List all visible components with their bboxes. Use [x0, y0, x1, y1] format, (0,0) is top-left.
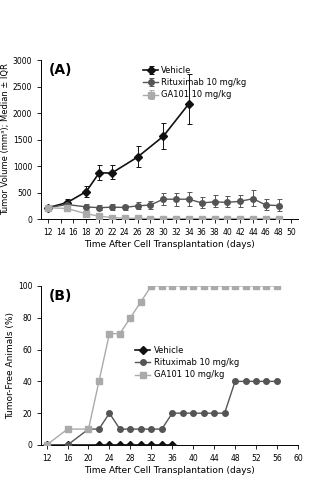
Rituximab 10 mg/kg — [149, 426, 153, 432]
Rituximab 10 mg/kg — [45, 442, 49, 448]
GA101 10 mg/kg — [275, 283, 279, 289]
Vehicle — [128, 442, 132, 448]
Rituximab 10 mg/kg — [233, 378, 237, 384]
Vehicle — [45, 442, 49, 448]
GA101 10 mg/kg — [244, 283, 248, 289]
Rituximab 10 mg/kg — [108, 410, 112, 416]
Rituximab 10 mg/kg — [139, 426, 143, 432]
Vehicle — [118, 442, 122, 448]
GA101 10 mg/kg — [233, 283, 237, 289]
GA101 10 mg/kg — [66, 426, 70, 432]
Legend: Vehicle, Rituximab 10 mg/kg, GA101 10 mg/kg: Vehicle, Rituximab 10 mg/kg, GA101 10 mg… — [135, 346, 239, 380]
Y-axis label: Tumor Volume (mm³); Median ± IQR: Tumor Volume (mm³); Median ± IQR — [1, 64, 10, 216]
Vehicle — [170, 442, 174, 448]
GA101 10 mg/kg — [160, 283, 164, 289]
GA101 10 mg/kg — [45, 442, 49, 448]
GA101 10 mg/kg — [212, 283, 216, 289]
Rituximab 10 mg/kg — [160, 426, 164, 432]
Rituximab 10 mg/kg — [181, 410, 185, 416]
Vehicle — [139, 442, 143, 448]
GA101 10 mg/kg — [128, 314, 132, 320]
Rituximab 10 mg/kg — [66, 442, 70, 448]
Rituximab 10 mg/kg — [254, 378, 258, 384]
GA101 10 mg/kg — [139, 299, 143, 305]
Vehicle — [149, 442, 153, 448]
Vehicle — [160, 442, 164, 448]
Rituximab 10 mg/kg — [97, 426, 101, 432]
Rituximab 10 mg/kg — [223, 410, 227, 416]
Line: Vehicle: Vehicle — [44, 442, 175, 448]
Legend: Vehicle, Rituximab 10 mg/kg, GA101 10 mg/kg: Vehicle, Rituximab 10 mg/kg, GA101 10 mg… — [143, 66, 247, 100]
Rituximab 10 mg/kg — [118, 426, 122, 432]
Rituximab 10 mg/kg — [212, 410, 216, 416]
GA101 10 mg/kg — [170, 283, 174, 289]
GA101 10 mg/kg — [223, 283, 227, 289]
Text: (A): (A) — [49, 63, 72, 77]
GA101 10 mg/kg — [97, 378, 101, 384]
Vehicle — [97, 442, 101, 448]
GA101 10 mg/kg — [264, 283, 268, 289]
Vehicle — [108, 442, 112, 448]
Line: Rituximab 10 mg/kg: Rituximab 10 mg/kg — [44, 378, 280, 448]
GA101 10 mg/kg — [202, 283, 206, 289]
Text: (B): (B) — [49, 289, 72, 303]
Rituximab 10 mg/kg — [170, 410, 174, 416]
X-axis label: Time After Cell Transplantation (days): Time After Cell Transplantation (days) — [84, 240, 255, 249]
GA101 10 mg/kg — [149, 283, 153, 289]
Rituximab 10 mg/kg — [86, 426, 90, 432]
GA101 10 mg/kg — [254, 283, 258, 289]
X-axis label: Time After Cell Transplantation (days): Time After Cell Transplantation (days) — [84, 466, 255, 475]
GA101 10 mg/kg — [181, 283, 185, 289]
Rituximab 10 mg/kg — [275, 378, 279, 384]
Rituximab 10 mg/kg — [191, 410, 195, 416]
Rituximab 10 mg/kg — [264, 378, 268, 384]
Line: GA101 10 mg/kg: GA101 10 mg/kg — [44, 283, 280, 448]
GA101 10 mg/kg — [108, 330, 112, 336]
GA101 10 mg/kg — [86, 426, 90, 432]
Rituximab 10 mg/kg — [128, 426, 132, 432]
Vehicle — [66, 442, 70, 448]
Rituximab 10 mg/kg — [244, 378, 248, 384]
Y-axis label: Tumor-Free Animals (%): Tumor-Free Animals (%) — [6, 312, 15, 419]
Rituximab 10 mg/kg — [202, 410, 206, 416]
GA101 10 mg/kg — [118, 330, 122, 336]
GA101 10 mg/kg — [191, 283, 195, 289]
